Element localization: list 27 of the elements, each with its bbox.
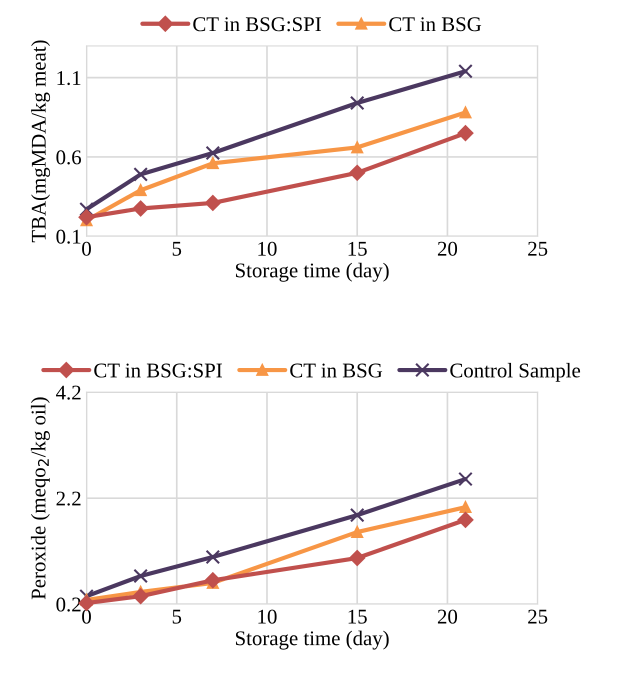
x-tick-label: 5 [172, 610, 182, 624]
y-tick-label: 4.2 [56, 386, 81, 400]
legend-label: CT in BSG:SPI [193, 17, 321, 32]
x-tick-label: 25 [528, 242, 548, 256]
x-tick-label: 5 [172, 242, 182, 256]
x-tick-label: 0 [82, 242, 91, 256]
x-tick-label: 10 [258, 610, 277, 624]
x-tick-label: 0 [82, 610, 91, 624]
x-axis-title: Storage time (day) [236, 630, 389, 650]
y-axis-title: TBA(mgMDA/kg meat) [31, 40, 50, 242]
y-tick-label: 1.1 [57, 71, 80, 86]
x-tick-label: 20 [438, 610, 458, 624]
x-tick-label: 25 [528, 610, 548, 624]
x-tick-label: 15 [348, 610, 367, 624]
x-tick-label: 15 [348, 242, 367, 256]
y-tick-label: 2.2 [56, 492, 81, 506]
legend-label: CT in BSG:SPI [94, 364, 222, 378]
legend-label: CT in BSG [389, 17, 482, 32]
y-tick-label: 0.2 [56, 598, 81, 612]
x-tick-label: 20 [438, 242, 458, 256]
legend-label: CT in BSG [290, 364, 382, 378]
legend-label: Control Sample [450, 362, 580, 382]
y-tick-label: 0.1 [56, 230, 80, 244]
x-tick-label: 10 [258, 242, 277, 256]
y-axis-title: Peroxide (meqo$_{2}$/kg oil) [30, 397, 50, 600]
y-tick-label: 0.6 [56, 150, 82, 164]
x-axis-title: Storage time (day) [236, 262, 389, 282]
